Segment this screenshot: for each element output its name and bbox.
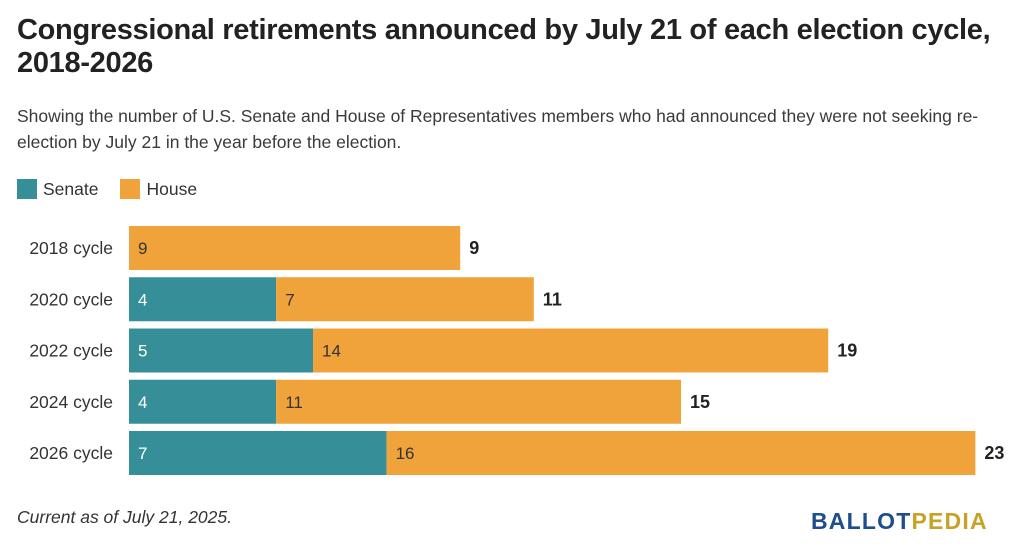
logo-part-2: PEDIA — [911, 508, 988, 534]
bar-senate — [129, 277, 277, 322]
footnote: Current as of July 21, 2025. — [17, 507, 232, 527]
category-label: 2022 cycle — [29, 341, 113, 361]
bar-senate — [129, 379, 277, 424]
legend-label-house: House — [146, 178, 198, 199]
bar-value-senate: 4 — [138, 290, 147, 309]
legend-swatch-house — [120, 179, 141, 199]
ballotpedia-logo: BALLOTPEDIA — [811, 508, 988, 535]
bar-house — [386, 431, 976, 475]
bar-value-house: 9 — [138, 239, 147, 258]
bar-house — [276, 277, 534, 322]
bar-house — [129, 226, 461, 270]
bar-house — [276, 379, 681, 424]
bar-total-label: 9 — [469, 238, 479, 258]
bar-value-senate: 4 — [138, 393, 147, 412]
bar-value-senate: 7 — [138, 444, 147, 463]
bar-value-house: 16 — [396, 444, 415, 463]
bar-total-label: 23 — [984, 443, 1004, 463]
bar-senate — [129, 431, 387, 475]
bar-value-house: 11 — [285, 393, 303, 412]
bar-value-senate: 5 — [138, 342, 147, 361]
bar-value-house: 14 — [322, 342, 341, 361]
legend-item-senate: Senate — [17, 179, 98, 200]
bar-total-label: 19 — [837, 341, 857, 361]
bar-senate — [129, 328, 313, 373]
chart-subtitle: Showing the number of U.S. Senate and Ho… — [17, 106, 979, 152]
legend-label-senate: Senate — [43, 178, 99, 199]
bar-chart: 2018 cycle 9 9 2020 cycle 4 7 11 2022 cycle 5 14 1… — [29, 226, 1004, 475]
legend: Senate House — [17, 176, 219, 202]
category-label: 2018 cycle — [29, 238, 113, 258]
logo-part-1: BALLOT — [811, 508, 912, 534]
bar-value-house: 7 — [285, 290, 294, 309]
bar-house — [313, 328, 829, 373]
bar-total-label: 15 — [690, 392, 710, 412]
category-label: 2024 cycle — [29, 392, 113, 412]
chart-title: Congressional retirements announced by J… — [17, 14, 991, 79]
bar-total-label: 11 — [543, 289, 562, 309]
category-label: 2026 cycle — [29, 443, 113, 463]
category-label: 2020 cycle — [29, 289, 113, 309]
legend-item-house: House — [120, 179, 197, 200]
legend-swatch-senate — [17, 179, 37, 199]
